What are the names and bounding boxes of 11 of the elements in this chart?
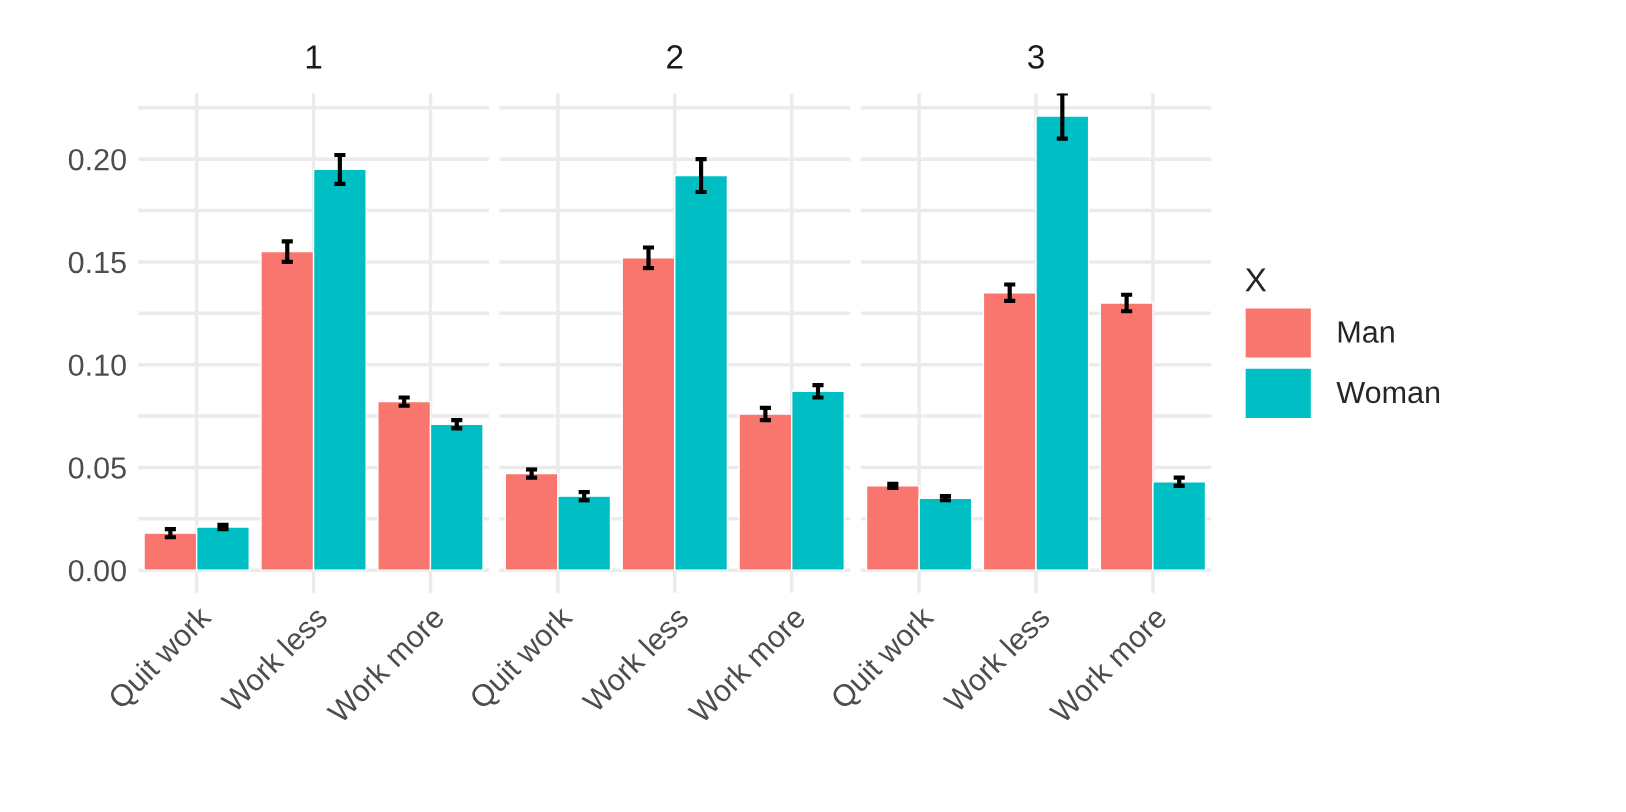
- chart-title: 3: [1028, 45, 1044, 69]
- y-tick-label: 0.00: [68, 559, 126, 582]
- legend-title: X: [1245, 268, 1267, 292]
- chart-title: 1: [306, 45, 322, 69]
- y-tick-label: 0.20: [68, 148, 126, 171]
- chart-title: 2: [667, 45, 683, 69]
- y-tick-label: 0.10: [68, 354, 126, 377]
- y-tick-label: 0.05: [68, 457, 126, 479]
- y-tick-label: 0.15: [68, 251, 126, 274]
- legend-label: Man: [1338, 321, 1394, 343]
- legend-label: Woman: [1336, 381, 1440, 404]
